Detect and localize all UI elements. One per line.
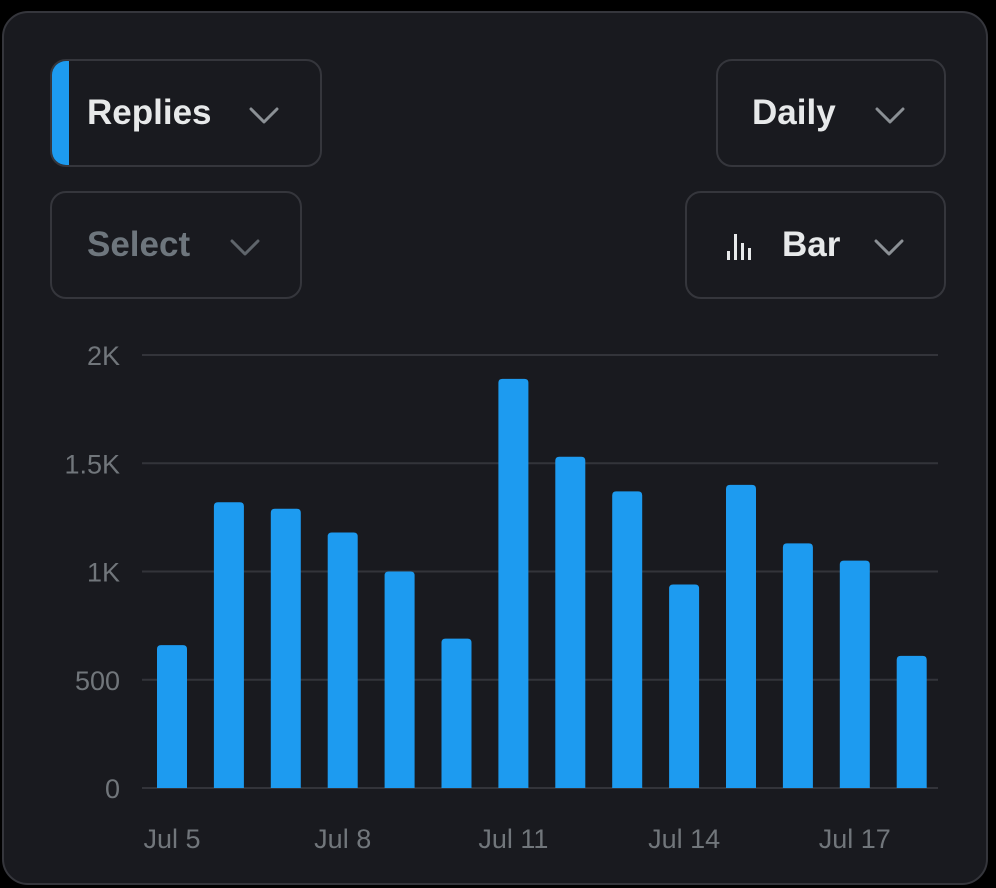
select-placeholder: Select xyxy=(87,225,191,264)
bar-jul-15[interactable] xyxy=(726,484,756,788)
bars xyxy=(157,378,927,789)
bar-jul-9[interactable] xyxy=(384,571,415,789)
chevron-down-icon xyxy=(249,107,279,124)
bar-jul-11[interactable] xyxy=(498,378,529,788)
y-tick-label: 2K xyxy=(87,341,120,371)
x-tick-label: Jul 14 xyxy=(648,824,720,854)
chevron-down-icon xyxy=(230,239,260,256)
y-tick-label: 1K xyxy=(87,558,120,588)
replies-bar-chart: 0 500 1K 1.5K 2K Jul 5 Jul 8 Jul 11 Jul 14 Jul 1… xyxy=(64,341,938,854)
bar-jul-16[interactable] xyxy=(782,543,813,788)
bar-jul-10[interactable] xyxy=(441,638,472,788)
compare-select-dropdown[interactable]: Select xyxy=(50,191,302,299)
x-tick-label: Jul 8 xyxy=(314,824,371,854)
bar-jul-12[interactable] xyxy=(555,456,586,788)
analytics-card: Replies Daily Select Bar 0 500 1K 1.5K 2K xyxy=(2,11,988,885)
period-dropdown-label: Daily xyxy=(752,93,836,132)
bar-jul-6[interactable] xyxy=(213,502,244,788)
metric-accent-bar xyxy=(52,61,69,165)
bar-jul-13[interactable] xyxy=(612,491,643,788)
gridlines xyxy=(142,354,938,789)
y-axis-ticks: 0 500 1K 1.5K 2K xyxy=(64,341,120,804)
bar-chart-icon xyxy=(727,234,751,260)
bar-jul-8[interactable] xyxy=(327,532,358,788)
chevron-down-icon xyxy=(874,239,904,256)
x-axis-ticks: Jul 5 Jul 8 Jul 11 Jul 14 Jul 17 xyxy=(143,824,890,854)
x-tick-label: Jul 11 xyxy=(478,824,548,854)
x-tick-label: Jul 17 xyxy=(819,824,891,854)
chart-type-dropdown[interactable]: Bar xyxy=(685,191,946,299)
chart-type-label: Bar xyxy=(782,225,841,264)
bar-jul-17[interactable] xyxy=(839,560,870,788)
chevron-down-icon xyxy=(875,107,905,124)
y-tick-label: 1.5K xyxy=(64,449,120,479)
bar-jul-18[interactable] xyxy=(896,655,927,788)
y-tick-label: 0 xyxy=(105,774,120,804)
metric-dropdown-label: Replies xyxy=(87,93,212,132)
bar-jul-7[interactable] xyxy=(270,508,301,788)
bar-jul-5[interactable] xyxy=(157,645,187,788)
metric-dropdown[interactable]: Replies xyxy=(50,59,322,167)
bar-jul-14[interactable] xyxy=(669,584,700,788)
x-tick-label: Jul 5 xyxy=(143,824,200,854)
period-dropdown[interactable]: Daily xyxy=(716,59,946,167)
y-tick-label: 500 xyxy=(75,666,120,696)
